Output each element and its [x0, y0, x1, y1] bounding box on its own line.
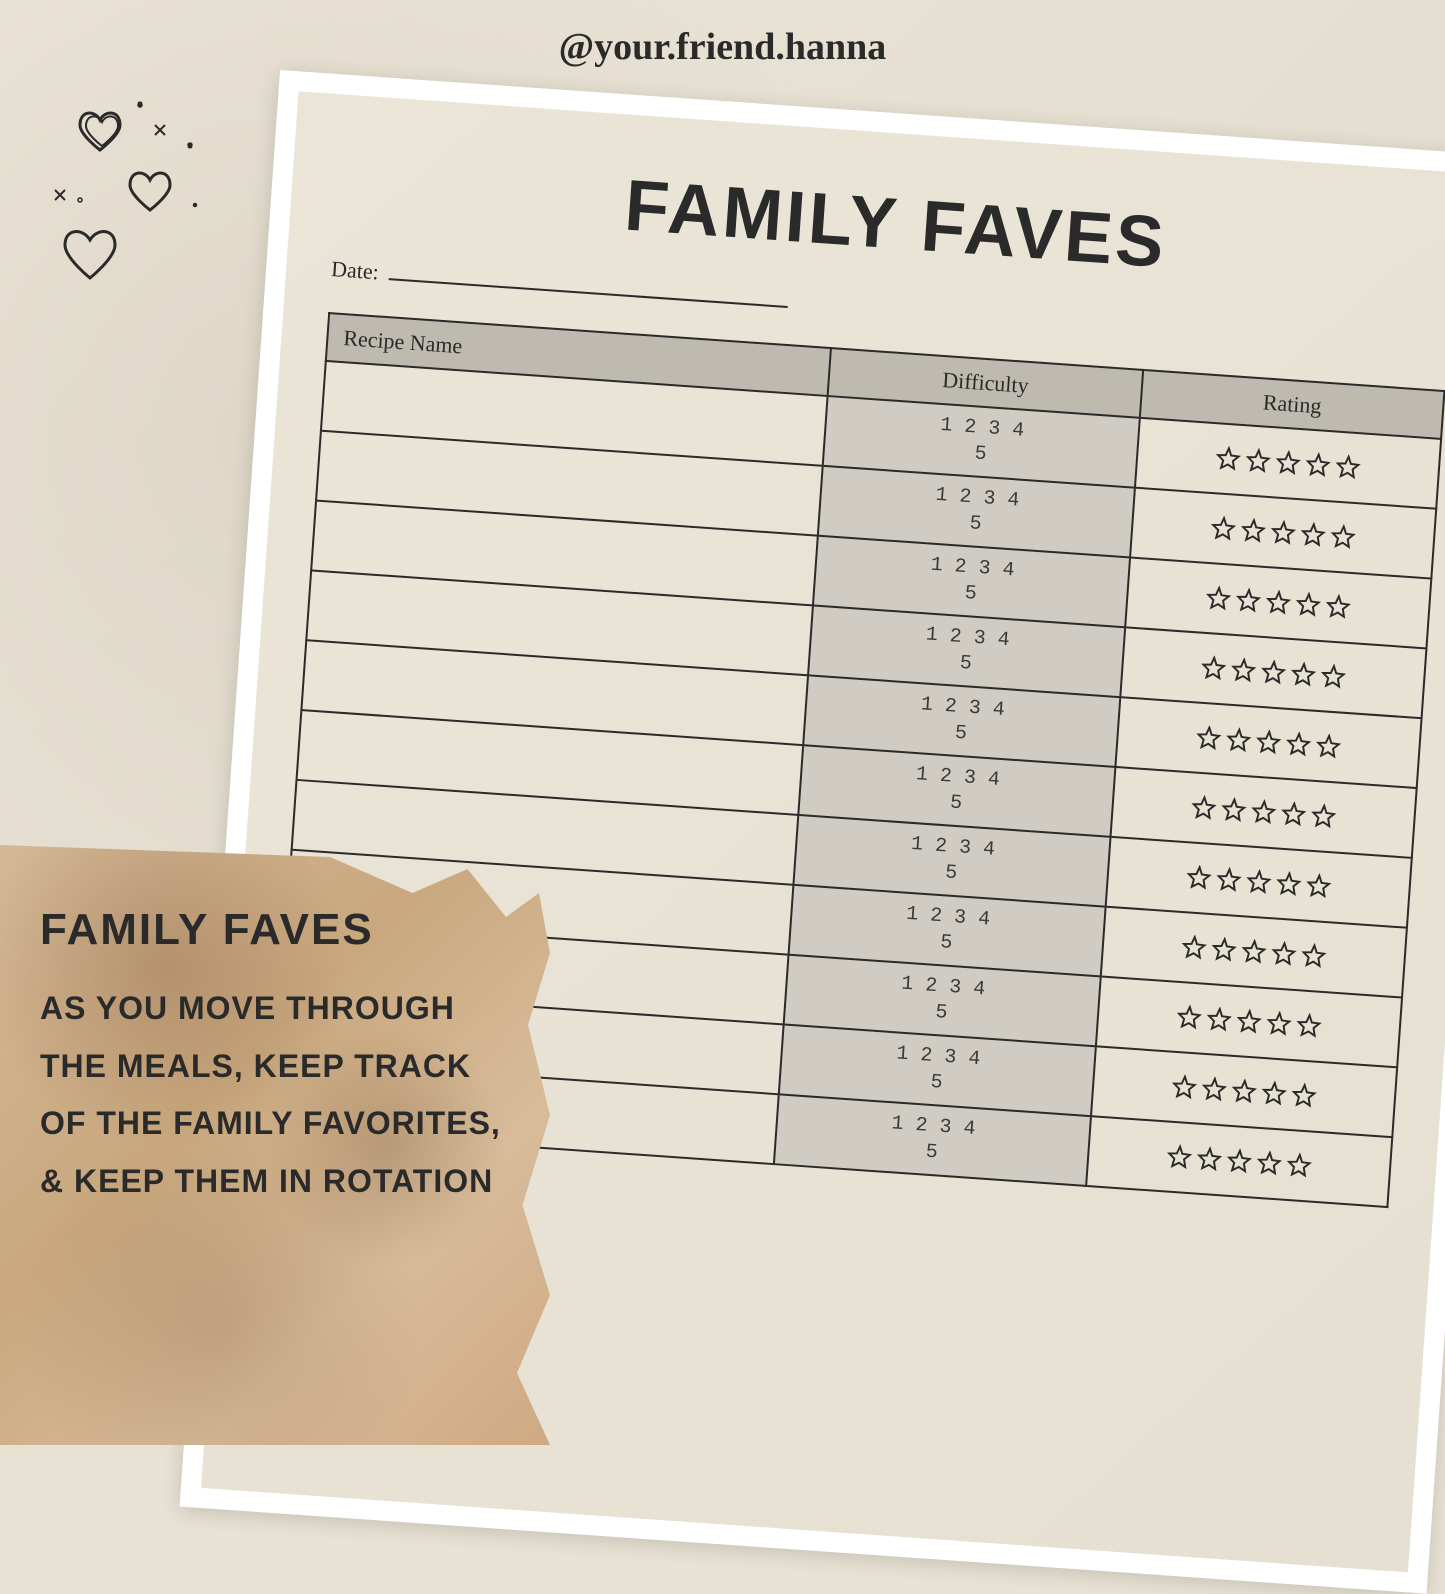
star-rating[interactable] — [1097, 1139, 1382, 1185]
star-rating[interactable] — [1126, 720, 1411, 766]
star-rating[interactable] — [1116, 859, 1401, 905]
hearts-doodle — [40, 90, 260, 290]
star-rating[interactable] — [1131, 650, 1416, 696]
kraft-paper-note: FAMILY FAVES AS YOU MOVE THROUGH THE MEA… — [0, 845, 550, 1445]
star-rating[interactable] — [1141, 510, 1426, 556]
date-underline — [388, 278, 787, 308]
star-rating[interactable] — [1107, 999, 1392, 1045]
star-rating[interactable] — [1111, 929, 1396, 975]
social-handle: @your.friend.hanna — [559, 25, 886, 69]
kraft-note-title: FAMILY FAVES — [40, 905, 510, 955]
star-rating[interactable] — [1136, 580, 1421, 626]
star-rating[interactable] — [1102, 1069, 1387, 1115]
star-rating[interactable] — [1121, 790, 1406, 836]
kraft-note-body: AS YOU MOVE THROUGH THE MEALS, KEEP TRAC… — [40, 980, 510, 1210]
star-rating[interactable] — [1146, 440, 1431, 486]
date-label: Date: — [330, 256, 379, 285]
